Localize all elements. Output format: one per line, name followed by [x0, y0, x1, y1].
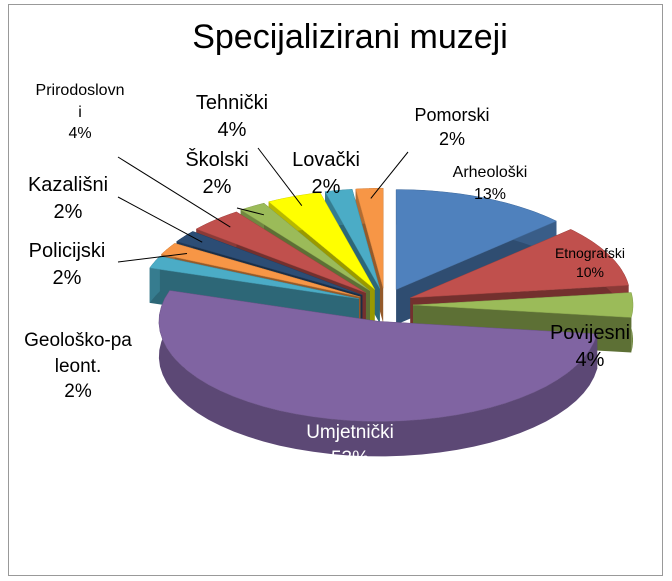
- slice: [324, 189, 381, 289]
- data-label: Umjetnički 53%: [285, 420, 415, 471]
- category-label: Lovački: [292, 149, 360, 171]
- category-label: Prirodoslovni: [35, 82, 125, 121]
- category-label: Umjetnički: [306, 422, 394, 443]
- data-label: Geološko-paleont. 2%: [23, 328, 133, 405]
- value-label: 4%: [575, 349, 605, 371]
- slice: [395, 189, 558, 290]
- data-label: Etnografski 10%: [535, 244, 645, 282]
- slice: [410, 229, 629, 299]
- chart-title: Specijalizirani muzeji: [192, 18, 508, 56]
- data-label: Arheološki 13%: [430, 162, 550, 205]
- slice: [268, 192, 375, 290]
- data-label: Povijesni 4%: [540, 320, 640, 374]
- slice: [412, 292, 634, 318]
- category-label: Etnografski: [554, 245, 626, 261]
- value-label: 2%: [52, 267, 82, 289]
- category-label: Arheološki: [452, 164, 528, 181]
- category-label: Pomorski: [414, 105, 490, 125]
- value-label: 2%: [202, 176, 232, 198]
- leader-line: [117, 196, 203, 243]
- value-label: 4%: [217, 119, 247, 141]
- value-label: 13%: [473, 185, 507, 203]
- leader-line: [117, 156, 231, 228]
- category-label: Geološko-paleont.: [24, 330, 132, 377]
- data-label: Kazališni 2%: [13, 172, 123, 226]
- value-label: 10%: [575, 263, 605, 280]
- data-label: Školski 2%: [177, 147, 257, 201]
- value-label: 2%: [53, 201, 83, 223]
- slice: [158, 290, 598, 422]
- slice-group: [158, 290, 598, 457]
- data-label: Policijski 2%: [12, 238, 122, 292]
- value-label: 2%: [64, 381, 92, 403]
- value-label: 53%: [330, 447, 370, 469]
- leader-line: [257, 147, 303, 207]
- value-label: 2%: [311, 176, 341, 198]
- category-label: Tehnički: [195, 92, 269, 114]
- slice: [149, 255, 360, 300]
- category-label: Kazališni: [27, 174, 109, 196]
- data-label: Lovački 2%: [286, 147, 366, 201]
- leader-line: [117, 253, 188, 263]
- slice: [160, 243, 361, 298]
- value-label: 2%: [438, 129, 465, 150]
- leader-line: [236, 207, 265, 216]
- leader-line: [370, 151, 409, 199]
- value-label: 4%: [68, 125, 92, 143]
- slice: [195, 211, 366, 294]
- slice: [175, 231, 363, 296]
- data-label: Pomorski 2%: [397, 103, 507, 152]
- category-label: Povijesni: [549, 322, 631, 344]
- slice: [240, 202, 371, 292]
- category-label: Policijski: [28, 240, 106, 262]
- slice-wall: [158, 290, 598, 457]
- data-label: Prirodoslovni 4%: [34, 80, 126, 145]
- data-label: Tehnički 4%: [192, 90, 272, 144]
- category-label: Školski: [185, 149, 249, 171]
